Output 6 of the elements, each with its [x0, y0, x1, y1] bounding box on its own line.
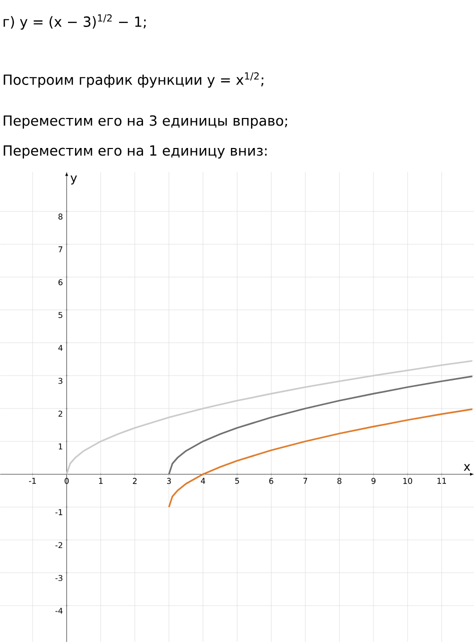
- chart-title: г) y = (x − 3)$^{1/2}$ − 1;: [4, 14, 146, 30]
- text: Построим график функции y = x$^{1/2}$;: [4, 72, 264, 88]
- text: Переместим его на 3 единицы вправо;: [4, 115, 287, 129]
- x-axis-title: x: [464, 464, 470, 471]
- text: Переместим его на 1 единицу вниз:: [4, 145, 266, 158]
- y-axis-title: y: [70, 175, 77, 184]
